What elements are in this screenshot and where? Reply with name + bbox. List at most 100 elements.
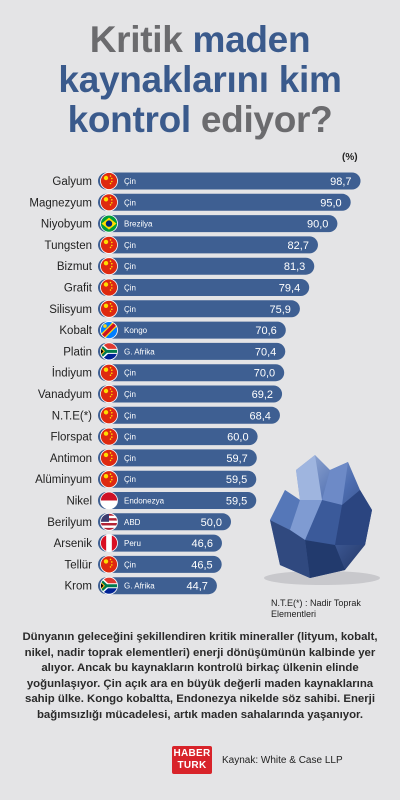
value-label: 82,7 [288, 240, 309, 252]
country-label: Çin [124, 411, 136, 420]
china-flag-icon [100, 448, 118, 467]
bar [98, 470, 257, 488]
china-flag-icon [100, 427, 118, 446]
value-label: 70,4 [255, 346, 276, 358]
bar [98, 555, 222, 573]
value-label: 90,0 [307, 219, 328, 231]
bar-row: Platin G. Afrika 70,4 [63, 342, 286, 361]
category-label: Grafit [64, 283, 93, 295]
indonesia-flag-icon [100, 491, 118, 510]
bar [98, 364, 285, 382]
title-word: ediyor? [200, 99, 333, 140]
description-text: Dünyanın geleceğini şekillendiren kritik… [22, 631, 378, 721]
country-label: Çin [124, 198, 136, 207]
china-flag-icon [100, 406, 118, 425]
brazil-flag-icon [100, 214, 118, 233]
china-flag-icon [100, 172, 118, 190]
bar-row: Vanadyum Çin 69,2 [38, 385, 283, 403]
bar-row: Nikel Endonezya 59,5 [66, 491, 257, 510]
value-label: 59,5 [226, 474, 247, 486]
value-label: 68,4 [250, 410, 271, 422]
country-label: Çin [124, 369, 136, 378]
value-label: 59,5 [226, 496, 247, 508]
china-flag-icon [100, 470, 118, 489]
bar-row: Berilyum ABD 50,0 [47, 512, 231, 531]
bar-row: Alüminyum Çin 59,5 [35, 470, 257, 489]
bar-row: Grafit Çin 79,4 [64, 278, 310, 297]
category-label: Vanadyum [38, 389, 92, 401]
country-label: G. Afrika [124, 347, 155, 356]
category-label: Antimon [50, 453, 92, 465]
bar-row: Antimon Çin 59,7 [50, 448, 257, 467]
bar-row: Tellür Çin 46,5 [65, 555, 222, 574]
bar-row: Galyum Çin 98,7 [52, 172, 361, 190]
category-label: Berilyum [47, 517, 92, 529]
bar-row: Silisyum Çin 75,9 [49, 299, 300, 318]
bar [98, 215, 338, 233]
haberturk-logo: HABER TURK [172, 746, 212, 774]
country-label: Çin [124, 475, 136, 484]
logo-line: HABER [173, 748, 211, 759]
bar [98, 300, 300, 318]
category-label: N.T.E(*) [52, 410, 92, 422]
value-label: 81,3 [284, 261, 305, 273]
title-word: kontrol [67, 99, 192, 140]
bar-row: Kobalt Kongo 70,6 [59, 321, 286, 340]
unit-label: (%) [342, 152, 358, 163]
value-label: 59,7 [226, 453, 247, 465]
category-label: Silisyum [49, 304, 92, 316]
value-label: 79,4 [279, 283, 300, 295]
category-label: Tungsten [44, 240, 92, 252]
bar [98, 406, 280, 424]
value-label: 70,0 [254, 368, 275, 380]
country-label: ABD [124, 518, 141, 527]
bar [98, 172, 361, 190]
value-label: 44,7 [186, 581, 207, 593]
category-label: Tellür [65, 559, 93, 571]
category-label: Alüminyum [35, 474, 92, 486]
china-flag-icon [100, 278, 118, 297]
country-label: Kongo [124, 326, 148, 335]
bar-row: Arsenik Peru 46,6 [54, 534, 222, 552]
south-africa-flag-icon [100, 576, 118, 595]
china-flag-icon [100, 385, 118, 403]
value-label: 50,0 [201, 517, 222, 529]
country-label: Çin [124, 454, 136, 463]
value-label: 95,0 [320, 197, 341, 209]
bar-row: İndiyum Çin 70,0 [52, 363, 285, 382]
country-label: Brezilya [124, 220, 153, 229]
country-label: Çin [124, 305, 136, 314]
bar-row: Krom G. Afrika 44,7 [65, 576, 217, 595]
mineral-crystal-illustration [264, 455, 380, 585]
category-label: Nikel [66, 496, 92, 508]
bar [98, 257, 315, 275]
bar [98, 342, 286, 360]
bar [98, 236, 318, 254]
china-flag-icon [100, 235, 118, 254]
category-label: Florspat [50, 432, 92, 444]
category-label: Magnezyum [29, 197, 92, 209]
country-label: Endonezya [124, 497, 165, 506]
bar [98, 279, 310, 296]
title-word: maden [192, 19, 311, 60]
bar [98, 577, 217, 595]
source-text: Kaynak: White & Case LLP [222, 755, 343, 766]
country-label: Çin [124, 177, 136, 186]
value-label: 98,7 [330, 176, 351, 188]
category-label: Kobalt [59, 325, 92, 337]
bar [98, 193, 351, 211]
country-label: Peru [124, 539, 141, 548]
bar-row: N.T.E(*) Çin 68,4 [52, 406, 280, 425]
bar-row: Bizmut Çin 81,3 [57, 257, 315, 276]
value-label: 69,2 [252, 389, 273, 401]
peru-flag-icon [100, 534, 118, 552]
south-africa-flag-icon [100, 342, 118, 361]
value-label: 70,6 [255, 325, 276, 337]
china-flag-icon [100, 299, 118, 318]
country-label: Çin [124, 284, 136, 293]
bar [98, 449, 257, 467]
china-flag-icon [100, 363, 118, 382]
category-label: Arsenik [54, 538, 93, 550]
bar-row: Niyobyum Brezilya 90,0 [41, 214, 338, 233]
